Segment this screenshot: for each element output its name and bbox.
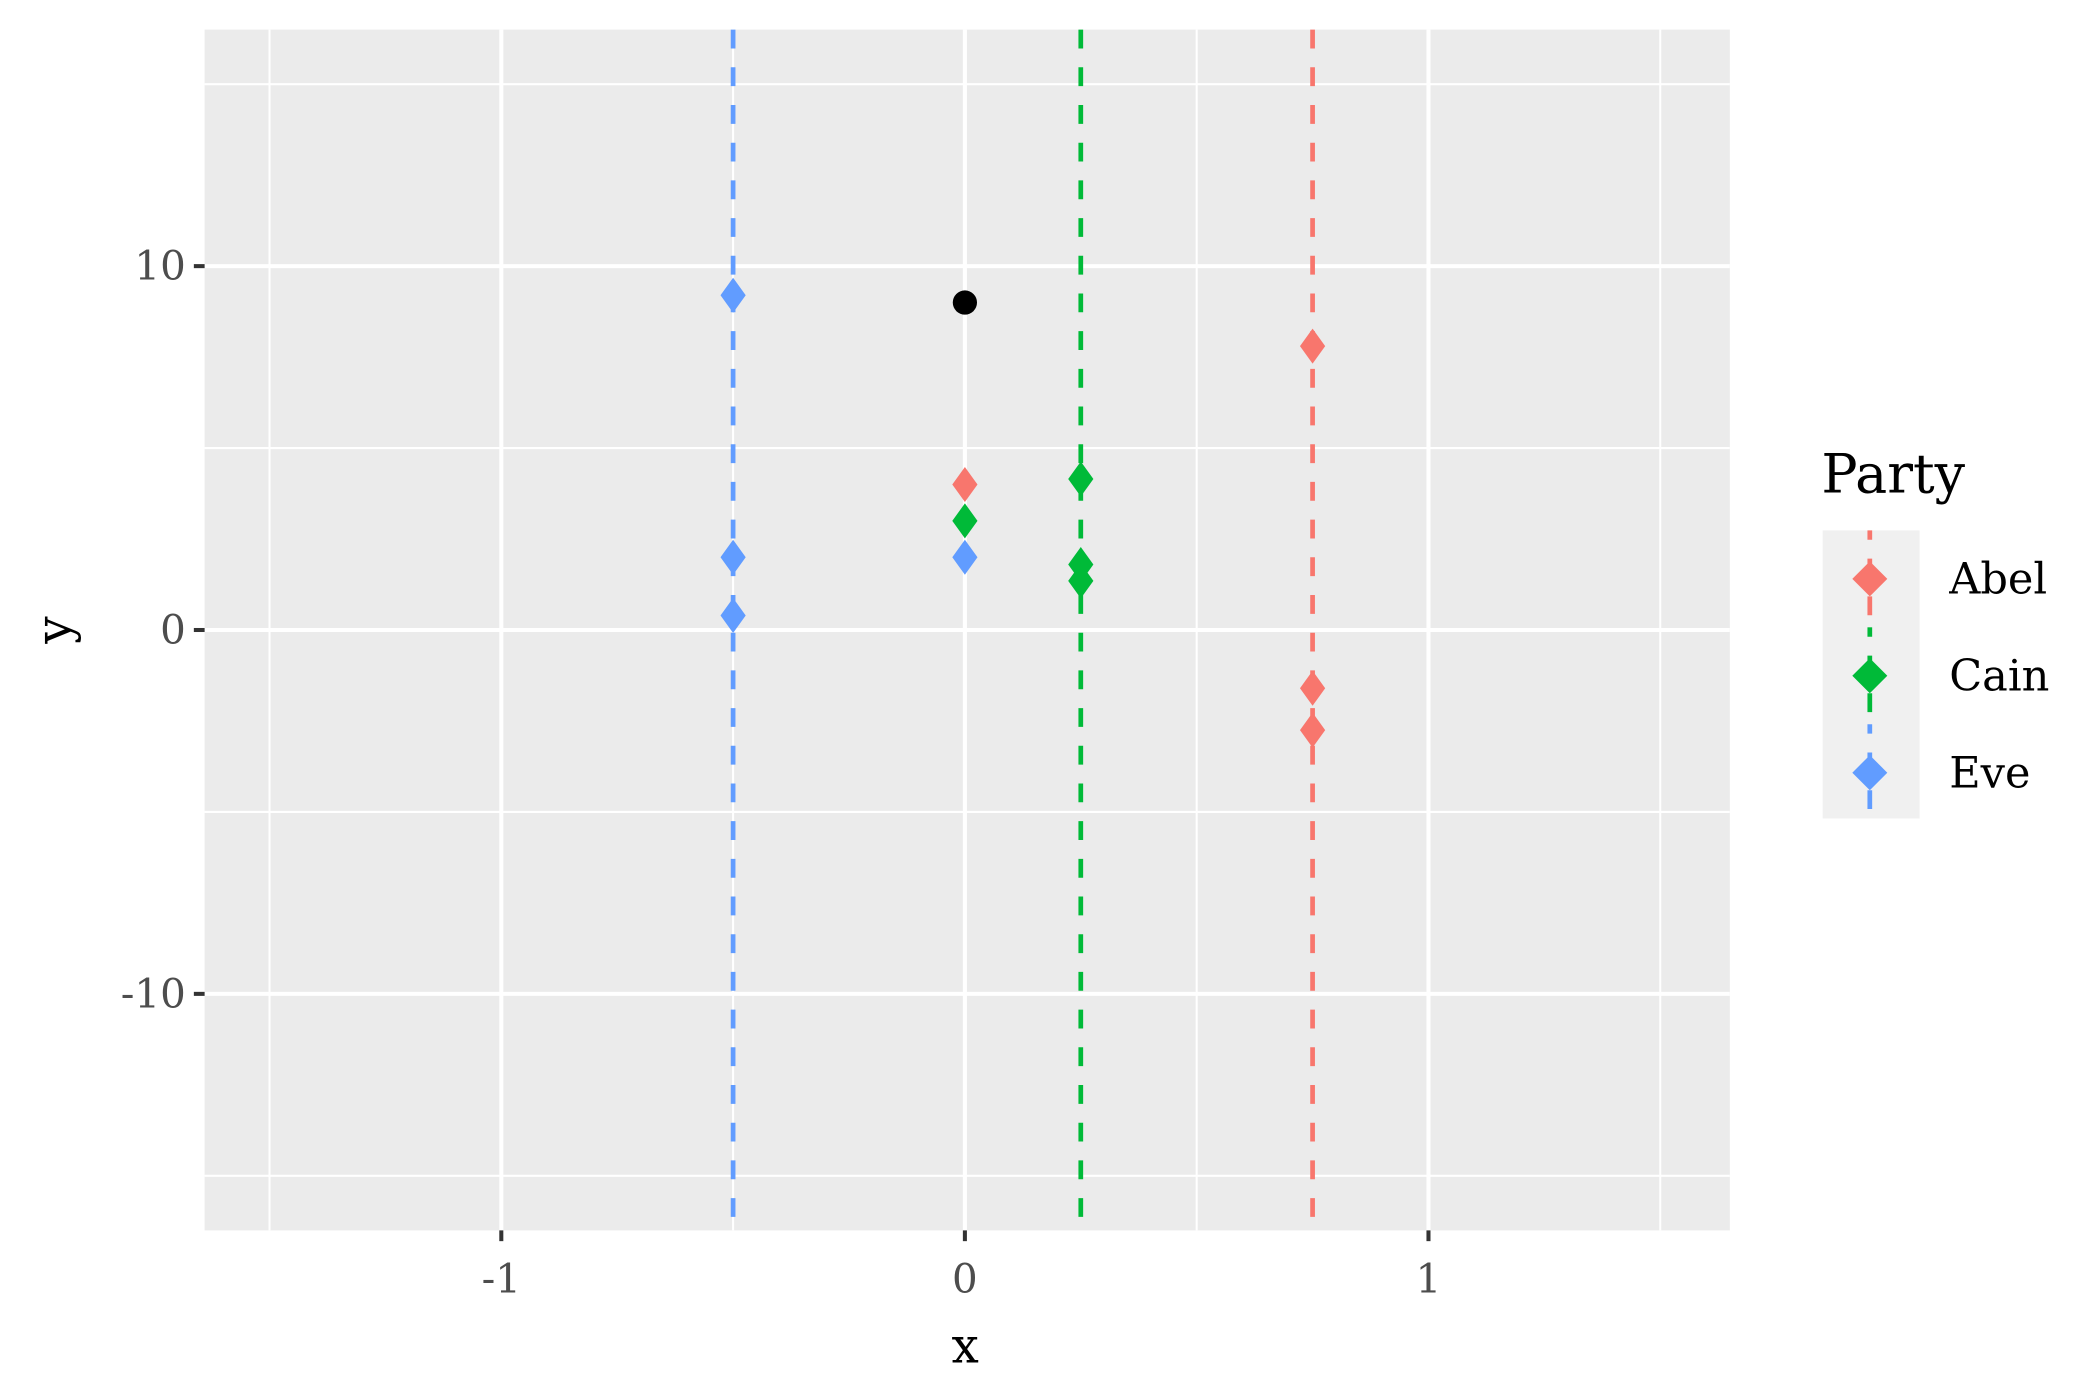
point-eve [720,277,746,313]
legend: Party Abel Cain Eve [1821,443,2049,822]
legend-label-cain: Cain [1949,652,2049,702]
x-axis-title: x [952,1318,979,1374]
legend-label-eve: Eve [1949,749,2030,799]
y-tick-label: 0 [160,606,186,653]
x-tick-label: -1 [482,1255,521,1302]
point-eve [952,539,978,575]
point-abel [952,466,978,502]
y-tick-label: -10 [121,970,186,1017]
y-axis-title: y [26,616,82,645]
legend-key-marker-eve [1852,755,1888,791]
y-tick-label: 10 [134,243,185,290]
x-tick-label: 0 [952,1255,978,1302]
point-abel [1299,712,1326,748]
point-black [952,290,978,315]
legend-label-abel: Abel [1948,555,2047,605]
point-abel [1299,670,1326,706]
point-cain [1068,461,1094,497]
point-eve [720,597,746,633]
point-eve [720,539,746,575]
x-tick-label: 1 [1416,1255,1442,1302]
legend-key-marker-cain [1852,658,1888,694]
legend-title: Party [1821,443,1965,506]
point-cain [952,503,978,539]
point-cain [1068,563,1094,599]
legend-key-marker-abel [1852,561,1888,597]
point-abel [1299,328,1326,364]
